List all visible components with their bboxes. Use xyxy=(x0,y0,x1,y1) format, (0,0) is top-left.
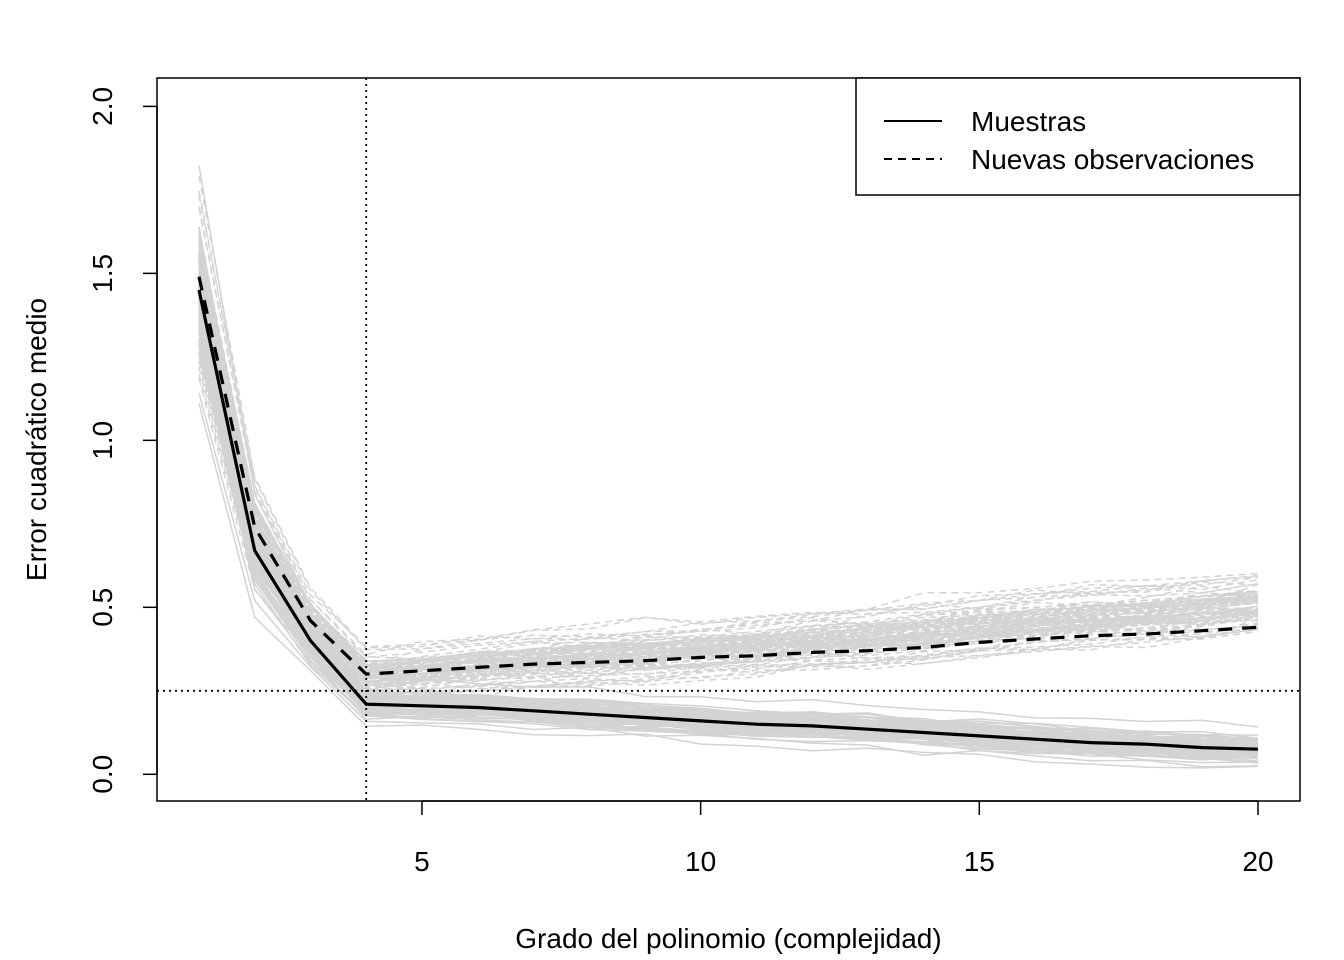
background-curve-dashed xyxy=(198,332,1259,690)
x-tick-label: 10 xyxy=(685,846,716,877)
background-curve-dashed xyxy=(198,284,1259,676)
background-curve-dashed xyxy=(198,241,1259,660)
background-curve-dashed xyxy=(198,206,1259,656)
background-curve-solid xyxy=(198,403,1259,769)
background-curve-dashed xyxy=(198,324,1259,689)
background-curve-dashed xyxy=(198,360,1259,699)
background-curve-dashed xyxy=(198,280,1259,678)
y-tick-label: 0.5 xyxy=(87,588,118,627)
background-curve-dashed xyxy=(198,271,1259,679)
x-tick-label: 20 xyxy=(1242,846,1273,877)
background-curve-dashed xyxy=(198,352,1259,698)
background-curve-dashed xyxy=(198,175,1259,649)
x-axis-title: Grado del polinomio (complejidad) xyxy=(515,923,941,954)
background-curve-dashed xyxy=(198,252,1259,674)
legend-label: Nuevas observaciones xyxy=(971,144,1254,175)
y-axis-title: Error cuadrático medio xyxy=(21,298,52,581)
legend: Muestras Nuevas observaciones xyxy=(855,77,1301,196)
y-axis: 0.0 0.5 1.0 1.5 2.0 xyxy=(87,87,158,794)
background-curve-dashed xyxy=(198,240,1259,663)
x-tick-label: 5 xyxy=(414,846,430,877)
y-tick-label: 0.0 xyxy=(87,755,118,794)
series-line-muestras xyxy=(197,289,1259,751)
background-curve-dashed xyxy=(198,366,1259,697)
background-curve-dashed xyxy=(198,244,1259,665)
x-axis: 5 10 15 20 xyxy=(414,800,1274,877)
background-curve-dashed xyxy=(198,361,1259,696)
background-curve-dashed xyxy=(198,263,1259,669)
background-curve-dashed xyxy=(198,231,1259,662)
background-curve-dashed xyxy=(198,289,1259,679)
background-curve-dashed xyxy=(198,242,1259,665)
background-curves xyxy=(198,165,1259,769)
background-curve-dashed xyxy=(198,195,1259,651)
background-curve-dashed xyxy=(198,243,1259,672)
y-tick-label: 2.0 xyxy=(87,87,118,126)
background-curve-dashed xyxy=(198,265,1259,671)
x-tick-label: 15 xyxy=(964,846,995,877)
series-line-nuevas-observaciones xyxy=(197,276,1259,676)
y-tick-label: 1.0 xyxy=(87,421,118,460)
background-curve-dashed xyxy=(198,339,1259,694)
background-curve-dashed xyxy=(198,243,1259,662)
background-curve-dashed xyxy=(198,236,1259,667)
background-curve-dashed xyxy=(198,208,1259,659)
background-curve-dashed xyxy=(198,241,1259,667)
background-curve-dashed xyxy=(198,254,1259,669)
background-curve-dashed xyxy=(198,243,1259,668)
background-curve-dashed xyxy=(198,323,1259,689)
background-curve-dashed xyxy=(198,284,1259,684)
background-curve-solid xyxy=(198,322,1259,753)
background-curve-solid xyxy=(198,287,1259,752)
background-curve-dashed xyxy=(198,275,1259,673)
background-curve-dashed xyxy=(198,294,1259,679)
background-curve-dashed xyxy=(198,277,1259,677)
background-curve-dashed xyxy=(198,378,1259,702)
legend-frame xyxy=(855,77,1301,196)
background-curve-dashed xyxy=(198,258,1259,676)
background-curve-dashed xyxy=(198,264,1259,674)
background-curve-dashed xyxy=(198,235,1259,662)
background-curve-solid xyxy=(198,341,1259,763)
main-series xyxy=(197,276,1259,751)
background-curve-dashed xyxy=(198,367,1259,703)
background-curve-solid xyxy=(198,332,1259,760)
background-curve-dashed xyxy=(198,292,1259,677)
background-curve-dashed xyxy=(198,277,1259,678)
legend-label: Muestras xyxy=(971,106,1086,137)
background-curve-dashed xyxy=(198,240,1259,668)
y-tick-label: 1.5 xyxy=(87,254,118,293)
reference-lines xyxy=(157,78,1300,801)
background-curve-dashed xyxy=(198,339,1259,690)
background-curve-dashed xyxy=(198,190,1259,648)
background-curve-dashed xyxy=(198,327,1259,687)
background-curve-dashed xyxy=(198,261,1259,674)
